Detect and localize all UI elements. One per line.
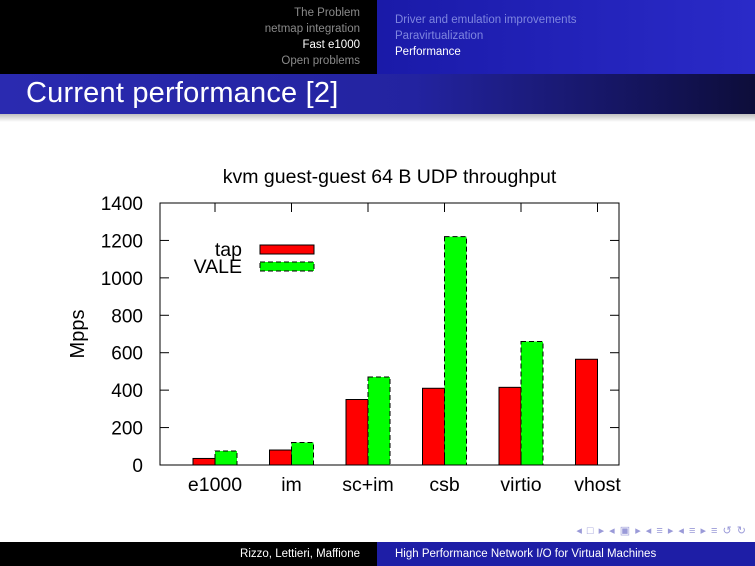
subsection-list: Driver and emulation improvements Paravir… (395, 12, 577, 60)
bar-tap-virtio (498, 386, 522, 466)
legend-label: tap (215, 239, 242, 261)
subsection-link[interactable]: Driver and emulation improvements (395, 14, 577, 26)
y-tick-label: 800 (111, 306, 143, 327)
slide-title: Current performance [2] (26, 77, 339, 109)
chart-title: kvm guest-guest 64 B UDP throughput (223, 166, 557, 188)
footer-authors: Rizzo, Lettieri, Maffione (240, 548, 360, 560)
title-shadow (0, 114, 755, 122)
bar-vale-e1000 (214, 450, 238, 466)
x-tick-label: im (281, 474, 302, 496)
footer: Rizzo, Lettieri, Maffione High Performan… (0, 542, 755, 566)
throughput-chart: kvm guest-guest 64 B UDP throughput 0 200 4… (67, 166, 621, 496)
x-tick-label: vhost (574, 474, 621, 496)
bar-vale-im (291, 442, 314, 466)
bar-tap-e1000 (192, 457, 216, 466)
legend-swatch (259, 244, 315, 255)
bar-vale-virtio (520, 340, 544, 466)
section-list: The Problem netmap integration Fast e1000 O… (265, 5, 360, 69)
header: The Problem netmap integration Fast e1000 O… (0, 0, 755, 74)
bar-tap-im (269, 449, 292, 466)
y-axis-label: Mpps (67, 310, 89, 359)
bar-tap-vhost (575, 358, 598, 466)
bar-tap-sc+im (345, 399, 369, 466)
y-tick-label: 1400 (101, 194, 143, 215)
subsection-link[interactable]: Performance (395, 46, 461, 58)
y-tick-label: 200 (111, 419, 143, 440)
bar-tap-csb (422, 387, 445, 466)
section-link[interactable]: Open problems (281, 55, 360, 67)
y-tick-label: 0 (132, 456, 143, 477)
legend-label: VALE (194, 256, 242, 278)
legend-swatch (259, 261, 315, 272)
navigation-symbols[interactable]: ◂ □ ▸ ◂ ▣ ▸ ◂ ≡ ▸ ◂ ≡ ▸ ≡ ↺ ↻ (576, 525, 747, 537)
x-tick-label: csb (429, 474, 460, 496)
y-tick-label: 400 (111, 381, 143, 402)
y-tick-label: 600 (111, 344, 143, 365)
subsection-nav: Driver and emulation improvements Paravir… (377, 0, 755, 74)
plot-frame (159, 202, 620, 466)
x-tick-label: sc+im (342, 474, 393, 496)
y-tick-label: 1200 (101, 231, 143, 252)
y-tick-label: 1000 (101, 269, 143, 290)
section-link[interactable]: The Problem (294, 7, 360, 19)
subsection-link[interactable]: Paravirtualization (395, 30, 484, 42)
footer-talk-title: High Performance Network I/O for Virtual… (395, 548, 657, 560)
section-link[interactable]: netmap integration (264, 23, 360, 35)
bar-vale-sc+im (367, 376, 391, 466)
section-link[interactable]: Fast e1000 (302, 39, 360, 51)
x-tick-label: virtio (500, 474, 541, 496)
section-nav: The Problem netmap integration Fast e1000 O… (0, 0, 377, 74)
title-bar: Current performance [2] (0, 74, 755, 114)
x-tick-label: e1000 (188, 474, 242, 496)
bar-vale-csb (444, 236, 467, 466)
